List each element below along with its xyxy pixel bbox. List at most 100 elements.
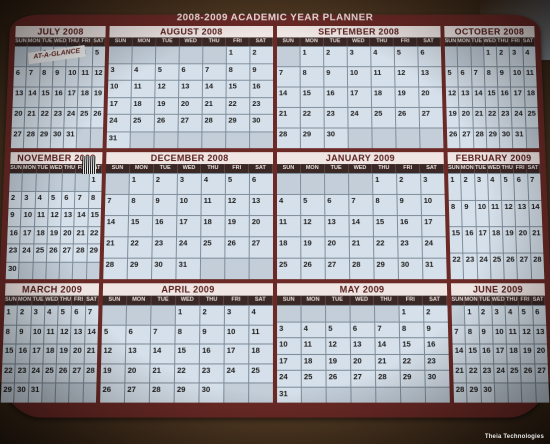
day-cell: 21 [84, 345, 97, 363]
day-number: 19 [228, 217, 236, 226]
day-number: 27 [462, 130, 471, 139]
weekday-label: SUN [451, 296, 464, 305]
weekday-label: MON [301, 296, 325, 305]
day-number: 3 [227, 307, 231, 316]
day-cell: 28 [454, 384, 467, 403]
day-number: 1 [486, 48, 490, 57]
day-number: 19 [303, 239, 311, 248]
day-number: 8 [303, 68, 307, 77]
day-cell: 2 [200, 306, 224, 324]
day-number: 9 [481, 327, 486, 336]
day-cell: 21 [473, 108, 486, 128]
day-cell: 21 [530, 227, 543, 253]
day-number: 25 [374, 109, 382, 118]
day-cell: 8 [449, 200, 462, 225]
day-number: 29 [489, 130, 498, 139]
day-cell: 2 [461, 174, 474, 199]
day-cell: 21 [277, 108, 300, 128]
day-cell: 13 [419, 67, 442, 86]
day-number: 15 [5, 346, 14, 355]
month-title: FEBRUARY 2009 [448, 152, 540, 164]
day-number: 18 [203, 217, 211, 226]
day-number: 4 [47, 307, 52, 316]
day-number: 15 [303, 89, 311, 98]
empty-day-cell [302, 306, 326, 321]
barcode [82, 156, 96, 174]
day-cell: 28 [473, 129, 486, 149]
empty-day-cell [9, 174, 22, 191]
day-cell: 18 [249, 345, 273, 363]
day-number: 27 [181, 116, 189, 125]
month-october: OCTOBER 2008 SUN MON TUE WED THU FRI SAT 1 2 3 4 5 6 7… [444, 26, 539, 148]
day-cell: 27 [179, 115, 202, 131]
weekday-label: TUE [156, 37, 180, 46]
empty-day-cell [471, 47, 484, 66]
day-cell: 25 [43, 364, 56, 383]
day-cell: 30 [250, 115, 273, 131]
day-number: 7 [88, 307, 93, 316]
day-cell: 15 [374, 216, 398, 236]
day-cell: 10 [177, 195, 200, 215]
weekday-label: THU [497, 37, 510, 46]
day-cell: 24 [494, 364, 507, 383]
day-number: 16 [54, 89, 63, 98]
day-cell: 1 [484, 47, 497, 66]
day-number: 21 [106, 239, 115, 248]
day-cell: 19 [503, 227, 516, 253]
day-cell: 27 [125, 384, 149, 403]
day-number: 13 [252, 196, 260, 205]
day-number: 12 [228, 196, 236, 205]
empty-day-cell [178, 132, 201, 148]
day-cell: 10 [21, 209, 34, 226]
day-number: 1 [450, 175, 454, 184]
day-grid: 1234567891011121314151617181920212223242… [445, 46, 539, 148]
day-number: 16 [427, 340, 436, 349]
day-cell: 16 [398, 216, 422, 236]
day-number: 16 [500, 89, 509, 98]
empty-day-cell [249, 384, 273, 403]
day-number: 15 [468, 346, 477, 355]
month-january: JANUARY 2009 SUN MON TUE WED THU FRI SAT 1 2 3 4 5 6 7… [277, 152, 447, 279]
day-cell: 12 [101, 345, 125, 363]
day-cell: 30 [199, 384, 223, 403]
day-cell: 2 [479, 306, 492, 324]
day-cell: 27 [460, 129, 473, 149]
day-cell: 15 [2, 345, 15, 363]
day-number: 15 [376, 217, 385, 226]
day-number: 7 [153, 327, 157, 336]
day-cell: 11 [35, 209, 48, 226]
day-number: 6 [420, 48, 424, 57]
day-number: 21 [378, 356, 387, 365]
day-cell: 29 [226, 115, 249, 131]
day-number: 9 [426, 323, 430, 332]
day-number: 22 [303, 109, 311, 118]
day-number: 14 [28, 89, 37, 98]
weekday-label: WED [348, 164, 372, 173]
day-number: 13 [181, 82, 189, 91]
day-cell: 14 [75, 209, 88, 226]
day-cell: 4 [202, 174, 225, 194]
day-cell: 4 [35, 192, 48, 209]
day-cell: 7 [349, 195, 372, 215]
day-cell: 16 [324, 88, 347, 107]
day-cell: 18 [490, 227, 503, 253]
day-cell: 12 [92, 67, 105, 86]
day-cell: 25 [33, 245, 46, 262]
day-number: 21 [152, 365, 161, 374]
day-cell: 5 [49, 192, 62, 209]
weekday-label: SUN [448, 164, 461, 173]
day-number: 27 [422, 109, 430, 118]
day-cell: 23 [425, 355, 449, 370]
day-number: 8 [487, 68, 491, 77]
day-grid: 1234567891011121314151617181920212223242… [452, 305, 550, 402]
day-cell: 30 [152, 259, 176, 280]
day-cell: 24 [512, 108, 525, 128]
day-number: 26 [524, 365, 533, 374]
day-number: 6 [252, 175, 256, 184]
day-cell: 23 [51, 108, 64, 128]
day-number: 26 [303, 260, 312, 269]
weekday-label: SUN [103, 296, 128, 305]
empty-day-cell [326, 306, 350, 321]
day-cell: 5 [102, 326, 126, 344]
day-cell: 12 [155, 81, 178, 97]
